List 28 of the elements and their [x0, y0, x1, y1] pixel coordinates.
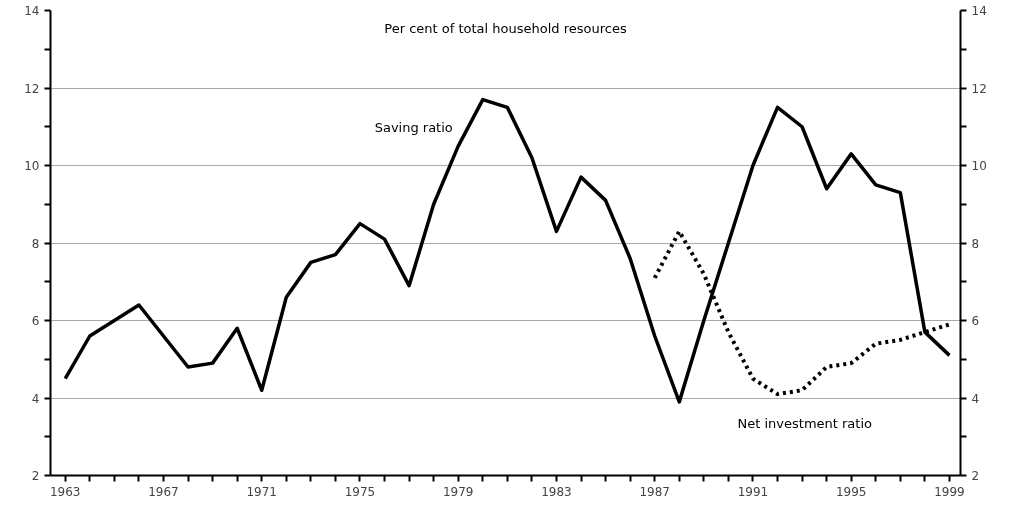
- x-tick-label: 1983: [541, 484, 572, 499]
- x-tick-label: 1963: [49, 484, 81, 499]
- x-tick-label: 1991: [737, 484, 769, 499]
- y-tick-label: 12: [24, 81, 40, 96]
- y2-tick-label: 10: [971, 159, 987, 173]
- y2-tick-label: 14: [971, 4, 987, 18]
- x-tick-label: 1975: [344, 484, 376, 499]
- x-tick-label: 1987: [639, 484, 670, 499]
- y-tick-label: 2: [31, 469, 40, 483]
- line-series: [63, 97, 952, 404]
- x-tick-label: 1999: [934, 484, 965, 499]
- x-tick-label: 1967: [148, 484, 179, 499]
- y-tick-label: 4: [31, 391, 40, 406]
- annotation: Per cent of total household resources: [384, 20, 627, 36]
- y2-tick-label: 12: [971, 81, 987, 96]
- y2-tick-label: 2: [971, 469, 980, 483]
- y-tick-label: 10: [24, 159, 40, 173]
- y2-tick-label: 8: [971, 236, 980, 251]
- series-label: Saving ratio: [374, 119, 453, 135]
- y-tick-label: 8: [31, 236, 40, 251]
- y-tick-label: 6: [31, 314, 40, 328]
- y2-tick-label: 6: [971, 314, 980, 328]
- text: Net investment ratio: [737, 416, 873, 432]
- y2-tick-label: 4: [971, 391, 980, 406]
- y-tick-label: 14: [24, 4, 40, 18]
- x-tick-label: 1995: [835, 484, 867, 499]
- x-tick-label: 1979: [442, 484, 474, 499]
- x-tick-label: 1971: [246, 484, 278, 499]
